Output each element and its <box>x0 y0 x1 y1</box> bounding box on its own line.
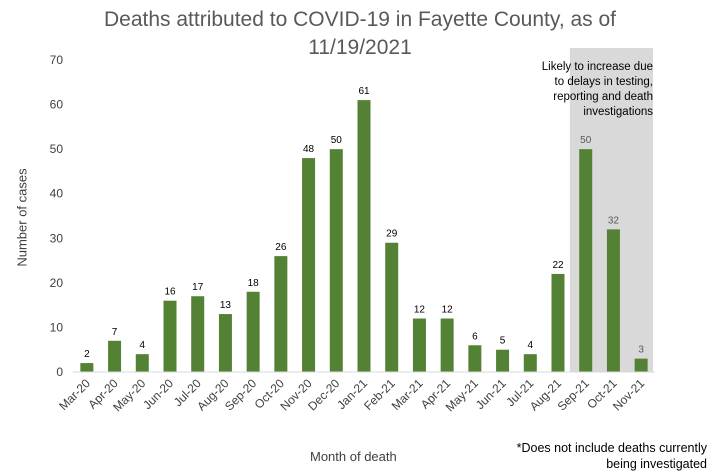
shaded-region-note: Likely to increase due to delays in test… <box>530 60 653 120</box>
x-tick-label: Sep-20 <box>222 376 259 413</box>
x-tick-label: Jun-20 <box>140 376 176 412</box>
bar <box>246 291 260 372</box>
data-label: 18 <box>248 278 260 289</box>
data-label: 16 <box>164 287 176 298</box>
x-tick-label: Sep-21 <box>555 376 592 413</box>
data-label: 4 <box>528 340 534 351</box>
bar <box>385 242 399 372</box>
x-axis-label: Month of death <box>310 449 397 464</box>
bar <box>579 149 593 372</box>
y-axis-label: Number of cases <box>14 168 30 267</box>
data-label: 29 <box>386 229 398 240</box>
y-tick-label: 20 <box>50 276 64 290</box>
data-label: 2 <box>84 349 90 360</box>
x-tick-label: Mar-21 <box>389 376 426 413</box>
bar <box>357 100 371 372</box>
y-tick-label: 70 <box>50 53 64 67</box>
data-label: 3 <box>638 345 644 356</box>
bar <box>274 256 288 372</box>
bar <box>634 358 648 372</box>
y-tick-label: 50 <box>50 142 64 156</box>
data-label: 17 <box>192 282 204 293</box>
chart-title-line-1: Deaths attributed to COVID-19 in Fayette… <box>103 8 617 31</box>
x-tick-label: Jun-21 <box>473 376 509 412</box>
data-label: 4 <box>140 340 146 351</box>
data-label: 12 <box>414 305 426 316</box>
data-label: 48 <box>303 144 315 155</box>
y-tick-label: 30 <box>50 231 64 245</box>
bar <box>108 340 122 372</box>
data-label: 32 <box>608 215 620 226</box>
data-label: 26 <box>275 242 287 253</box>
y-tick-label: 0 <box>56 365 63 379</box>
bar <box>80 363 94 372</box>
data-label: 61 <box>358 86 370 97</box>
shade-note-line-3: reporting and death <box>553 91 653 103</box>
bar <box>523 354 537 372</box>
bar <box>496 349 510 372</box>
bar <box>468 345 482 372</box>
bar <box>440 318 454 372</box>
bar <box>329 149 343 372</box>
chart-title-line-2: 11/19/2021 <box>308 36 412 59</box>
x-tick-label: Dec-20 <box>305 376 342 413</box>
bar <box>412 318 426 372</box>
bar <box>163 300 177 372</box>
data-label: 5 <box>500 336 506 347</box>
data-label: 22 <box>552 260 564 271</box>
bar <box>606 229 620 372</box>
data-label: 50 <box>331 135 343 146</box>
y-tick-label: 10 <box>50 320 64 334</box>
bar <box>191 296 205 372</box>
shade-note-line-4: investigations <box>583 106 653 118</box>
data-label: 13 <box>220 300 232 311</box>
shade-note-line-1: Likely to increase due <box>541 61 653 73</box>
x-tick-label: Mar-20 <box>56 376 93 413</box>
footnote-line-2: being investigated <box>606 457 707 471</box>
y-tick-label: 60 <box>50 98 64 112</box>
bar <box>135 354 149 372</box>
y-tick-label: 40 <box>50 187 64 201</box>
data-label: 7 <box>112 327 118 338</box>
data-label: 50 <box>580 135 592 146</box>
footnote-line-1: *Does not include deaths currently <box>516 441 707 455</box>
x-tick-label: Nov-21 <box>610 376 647 413</box>
data-label: 12 <box>442 305 454 316</box>
bar <box>302 158 316 372</box>
bar <box>551 273 565 372</box>
bar <box>218 314 232 372</box>
data-label: 6 <box>472 331 478 342</box>
footnote: *Does not include deaths currently being… <box>517 440 707 472</box>
shade-note-line-2: to delays in testing, <box>554 76 653 88</box>
